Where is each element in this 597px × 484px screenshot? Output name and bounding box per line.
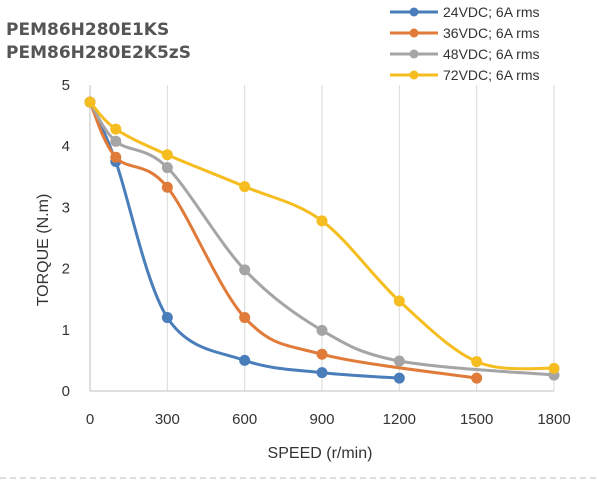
data-point-2-2 xyxy=(161,162,173,174)
x-tick-label: 1500 xyxy=(460,411,493,428)
data-point-3-4 xyxy=(316,215,328,227)
x-tick-label: 0 xyxy=(86,411,94,428)
chart-title: PEM86H280E1KS xyxy=(6,20,169,40)
series-line-2 xyxy=(88,100,556,377)
data-point-0-4 xyxy=(316,367,328,379)
x-tick-label: 300 xyxy=(155,411,180,428)
series-2 xyxy=(84,96,560,381)
series-lines xyxy=(84,96,560,384)
data-point-1-2 xyxy=(161,181,173,193)
series-line-1 xyxy=(88,100,479,380)
data-point-0-2 xyxy=(161,312,173,324)
legend-label: 48VDC; 6A rms xyxy=(443,46,539,62)
data-point-1-3 xyxy=(239,312,251,324)
data-point-3-6 xyxy=(471,356,483,368)
legend: 24VDC; 6A rms 36VDC; 6A rms 48VDC; 6A rms 7… xyxy=(390,4,539,83)
legend-item-3: 72VDC; 6A rms xyxy=(390,67,539,83)
y-tick-label: 5 xyxy=(62,77,70,94)
x-tick-label: 900 xyxy=(309,411,334,428)
y-tick-label: 4 xyxy=(62,138,70,155)
y-tick-label: 1 xyxy=(62,322,70,339)
data-point-1-1 xyxy=(110,151,122,163)
legend-item-0: 24VDC; 6A rms xyxy=(390,4,539,20)
grid-lines xyxy=(166,85,555,391)
data-point-1-5 xyxy=(471,372,483,384)
data-point-1-4 xyxy=(316,348,328,360)
data-point-0-5 xyxy=(393,372,405,384)
x-tick-label: 600 xyxy=(232,411,257,428)
data-point-3-2 xyxy=(161,149,173,161)
tick-labels: 0 300 600 900 1200 1500 1800 0 1 2 3 4 5 xyxy=(62,77,571,428)
data-point-3-7 xyxy=(548,362,560,374)
data-point-3-3 xyxy=(239,181,251,193)
series-3 xyxy=(84,96,560,374)
legend-item-1: 36VDC; 6A rms xyxy=(390,25,539,41)
axes xyxy=(89,85,554,392)
legend-swatch-marker xyxy=(409,7,419,17)
data-point-3-5 xyxy=(393,295,405,307)
data-point-2-5 xyxy=(393,355,405,367)
y-tick-label: 2 xyxy=(62,261,70,278)
legend-swatch-marker xyxy=(409,28,419,38)
legend-swatch-marker xyxy=(409,49,419,59)
data-point-2-4 xyxy=(316,324,328,336)
x-tick-label: 1200 xyxy=(383,411,416,428)
y-axis-label: TORQUE (N.m) xyxy=(35,194,52,307)
legend-swatch-marker xyxy=(409,70,419,80)
legend-item-2: 48VDC; 6A rms xyxy=(390,46,539,62)
data-point-2-1 xyxy=(110,135,122,147)
data-point-2-3 xyxy=(239,264,251,276)
series-line-3 xyxy=(88,100,556,371)
x-axis-label: SPEED (r/min) xyxy=(268,445,373,462)
data-point-3-0 xyxy=(84,96,96,108)
series-1 xyxy=(84,96,483,384)
chart-subtitle: PEM86H280E2K5zS xyxy=(6,43,191,63)
legend-label: 72VDC; 6A rms xyxy=(443,67,539,83)
x-tick-label: 1800 xyxy=(537,411,570,428)
legend-label: 36VDC; 6A rms xyxy=(443,25,539,41)
data-point-3-1 xyxy=(110,123,122,135)
data-point-0-3 xyxy=(239,354,251,366)
legend-label: 24VDC; 6A rms xyxy=(443,4,539,20)
y-tick-label: 0 xyxy=(62,383,70,400)
y-tick-label: 3 xyxy=(62,199,70,216)
